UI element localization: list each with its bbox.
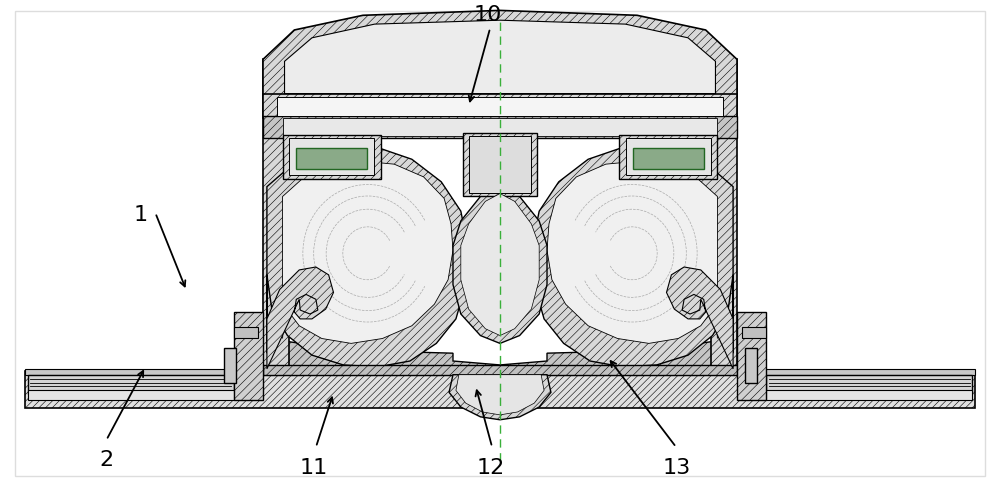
Text: 11: 11 xyxy=(300,458,328,478)
Bar xyxy=(25,369,975,375)
Bar xyxy=(234,327,258,338)
Text: 13: 13 xyxy=(662,458,690,478)
Polygon shape xyxy=(283,161,453,343)
Bar xyxy=(283,135,381,179)
Text: 2: 2 xyxy=(99,450,113,469)
Polygon shape xyxy=(267,338,733,369)
Polygon shape xyxy=(711,60,737,369)
Polygon shape xyxy=(263,10,737,99)
Polygon shape xyxy=(456,375,544,415)
Bar xyxy=(745,348,757,382)
Bar xyxy=(263,365,737,375)
Bar xyxy=(263,116,737,138)
Polygon shape xyxy=(267,146,466,367)
Bar xyxy=(742,327,766,338)
Bar xyxy=(619,135,717,179)
Polygon shape xyxy=(263,60,289,369)
Bar xyxy=(289,138,374,175)
Polygon shape xyxy=(666,267,733,369)
Bar xyxy=(277,97,723,116)
Bar xyxy=(469,136,531,193)
Polygon shape xyxy=(449,375,551,420)
Bar xyxy=(296,148,367,169)
Polygon shape xyxy=(461,194,539,335)
Bar xyxy=(737,312,766,400)
Text: 12: 12 xyxy=(476,458,504,478)
Polygon shape xyxy=(547,161,717,343)
Bar xyxy=(234,312,263,400)
Text: 1: 1 xyxy=(133,205,147,225)
Bar xyxy=(25,371,975,408)
Bar xyxy=(633,148,704,169)
Polygon shape xyxy=(534,146,733,367)
Bar xyxy=(766,375,972,394)
Bar xyxy=(766,391,972,400)
Polygon shape xyxy=(453,187,547,343)
Polygon shape xyxy=(285,20,715,93)
Bar xyxy=(283,118,717,136)
Bar xyxy=(224,348,236,382)
Bar xyxy=(263,93,737,118)
Bar xyxy=(28,375,234,394)
Bar xyxy=(626,138,711,175)
Text: 10: 10 xyxy=(474,5,502,26)
Polygon shape xyxy=(267,267,334,369)
Bar xyxy=(463,133,537,197)
Bar xyxy=(28,391,234,400)
